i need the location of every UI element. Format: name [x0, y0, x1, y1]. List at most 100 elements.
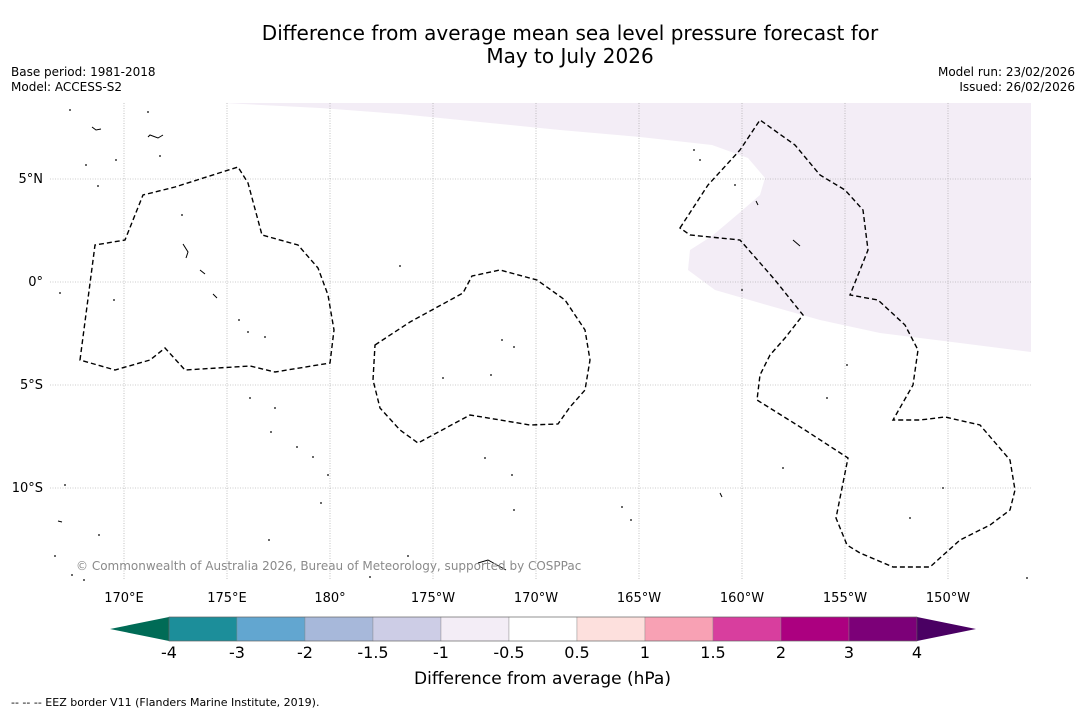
- meta-left: Base period: 1981-2018 Model: ACCESS-S2: [11, 65, 156, 95]
- island-dot: [513, 509, 515, 511]
- island-dot: [247, 331, 249, 333]
- lat-label-5n: 5°N: [19, 172, 44, 187]
- colorbar-bin: [508, 616, 578, 642]
- island-dot: [826, 397, 828, 399]
- issued-date: Issued: 26/02/2026: [959, 80, 1075, 94]
- island-dot: [782, 467, 784, 469]
- lat-label-5s: 5°S: [20, 378, 43, 393]
- island-dot: [296, 446, 298, 448]
- island-dot: [501, 339, 503, 341]
- island-dot: [399, 265, 401, 267]
- island-dot: [181, 214, 183, 216]
- island-dot: [71, 574, 73, 576]
- colorbar-tick: 4: [911, 643, 923, 662]
- colorbar-tick: -0.5: [493, 643, 525, 662]
- chart-title: Difference from average mean sea level p…: [0, 22, 1085, 68]
- title-line-2: May to July 2026: [486, 44, 654, 68]
- island: [792, 239, 801, 247]
- title-line-1: Difference from average mean sea level p…: [261, 21, 879, 45]
- colorbar: [110, 616, 976, 642]
- island-dot: [312, 456, 314, 458]
- island-dot: [699, 159, 701, 161]
- gridlines: [50, 103, 1031, 580]
- island-dot: [484, 457, 486, 459]
- colorbar-bin: [304, 616, 374, 642]
- eez-west: [79, 166, 335, 373]
- island: [212, 293, 218, 299]
- colorbar-tick: 1.5: [700, 643, 726, 662]
- colorbar-tick: 2: [775, 643, 787, 662]
- island-dot: [85, 164, 87, 166]
- island-dot: [59, 292, 61, 294]
- island: [57, 520, 63, 523]
- lon-label-175e: 175°E: [207, 591, 247, 606]
- colorbar-extend-high: [917, 617, 976, 641]
- island-dot: [490, 374, 492, 376]
- island-dot: [630, 519, 632, 521]
- colorbar-bin: [236, 616, 306, 642]
- colorbar-bin: [780, 616, 850, 642]
- lon-label-170w: 170°W: [514, 591, 558, 606]
- colorbar-tick: -2: [297, 643, 313, 662]
- island-dot: [64, 484, 66, 486]
- colorbar-tick: 3: [843, 643, 855, 662]
- island-dot: [741, 289, 743, 291]
- island-dot: [621, 506, 623, 508]
- base-period: Base period: 1981-2018: [11, 65, 156, 79]
- lon-label-170e: 170°E: [104, 591, 144, 606]
- island-dot: [274, 407, 276, 409]
- colorbar-tick: -3: [229, 643, 245, 662]
- island-dot: [268, 539, 270, 541]
- colorbar-tick: -4: [161, 643, 177, 662]
- meta-right: Model run: 23/02/2026 Issued: 26/02/2026: [938, 65, 1075, 95]
- island-dot: [909, 517, 911, 519]
- colorbar-frame: [168, 616, 918, 642]
- colorbar-label: Difference from average (hPa): [414, 669, 671, 689]
- island-dot: [734, 184, 736, 186]
- island-dot: [511, 474, 513, 476]
- colorbar-bin: [712, 616, 782, 642]
- copyright-notice: © Commonwealth of Australia 2026, Bureau…: [76, 559, 581, 573]
- island: [719, 492, 723, 498]
- island-dot: [693, 149, 695, 151]
- island-dot: [147, 111, 149, 113]
- island-dot: [270, 431, 272, 433]
- island-dot: [97, 185, 99, 187]
- eez-borders: [79, 119, 1016, 568]
- island: [147, 134, 164, 139]
- colorbar-bin: [440, 616, 510, 642]
- island-dot: [264, 336, 266, 338]
- island-dot: [159, 155, 161, 157]
- eez-footnote: -- -- -- EEZ border V11 (Flanders Marine…: [11, 696, 320, 709]
- lon-label-175w: 175°W: [411, 591, 455, 606]
- island-dot: [238, 319, 240, 321]
- island-dot: [320, 502, 322, 504]
- island-dot: [846, 364, 848, 366]
- colorbar-tick: -1.5: [357, 643, 389, 662]
- colorbar-bin: [372, 616, 442, 642]
- island: [199, 269, 206, 275]
- island-dot: [83, 579, 85, 581]
- island-dot: [115, 159, 117, 161]
- island-dot: [69, 109, 71, 111]
- island-dot: [98, 534, 100, 536]
- lon-label-160w: 160°W: [720, 591, 764, 606]
- colorbar-bin: [848, 616, 918, 642]
- lon-label-180: 180°: [314, 591, 345, 606]
- island-dot: [1026, 577, 1028, 579]
- model-name: Model: ACCESS-S2: [11, 80, 123, 94]
- island-dot: [327, 474, 329, 476]
- island-dot: [442, 377, 444, 379]
- lat-label-10s: 10°S: [12, 481, 43, 496]
- island-dot: [942, 487, 944, 489]
- eez-central: [372, 269, 591, 444]
- island-dots: [54, 109, 1028, 581]
- lon-label-165w: 165°W: [617, 591, 661, 606]
- lon-label-155w: 155°W: [823, 591, 867, 606]
- colorbar-tick: -1: [433, 643, 449, 662]
- island-dot: [54, 555, 56, 557]
- colorbar-tick: 0.5: [564, 643, 590, 662]
- island-dot: [369, 576, 371, 578]
- colorbar-tick: 1: [639, 643, 651, 662]
- island-dot: [113, 299, 115, 301]
